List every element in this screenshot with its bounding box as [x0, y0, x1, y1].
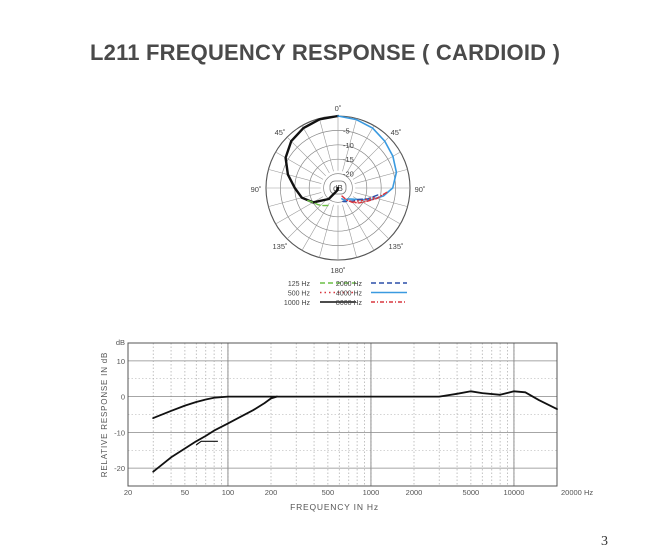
- page-number: 3: [601, 534, 608, 549]
- polar-spoke: [275, 151, 324, 180]
- polar-series-4000hz: [337, 115, 398, 202]
- x-tick-label: 100: [222, 488, 235, 497]
- polar-spoke: [286, 200, 326, 240]
- x-tick-label: 2000: [406, 488, 423, 497]
- polar-spoke: [352, 196, 401, 225]
- y-tick-label: 10: [117, 357, 125, 366]
- polar-spoke: [352, 151, 401, 180]
- response-curve-2: [152, 395, 278, 473]
- polar-spoke: [346, 202, 375, 251]
- polar-ring: [308, 158, 368, 218]
- x-tick-label: 50: [181, 488, 189, 497]
- x-tick-label: 500: [322, 488, 335, 497]
- polar-spoke: [350, 200, 390, 240]
- polar-angle-label: 180˚: [330, 266, 345, 275]
- polar-spoke: [319, 118, 334, 172]
- polar-spoke: [319, 204, 334, 258]
- plot-frame: [127, 342, 558, 487]
- polar-ring-label: -15: [343, 155, 354, 164]
- polar-spoke: [346, 125, 375, 174]
- y-tick-label: -20: [114, 464, 125, 473]
- polar-spoke: [268, 169, 322, 184]
- polar-angle-label: 90˚: [415, 185, 426, 194]
- polar-spoke: [354, 169, 408, 184]
- polar-spoke: [286, 136, 326, 176]
- polar-ring: [294, 144, 382, 232]
- legend-label: 125 Hz: [288, 281, 311, 288]
- legend-label: 4000 Hz: [336, 291, 363, 298]
- polar-center-label: dB: [333, 184, 343, 193]
- polar-ring: [323, 173, 353, 203]
- polar-angle-label: 90˚: [251, 185, 262, 194]
- legend-label: 2000 Hz: [336, 281, 363, 288]
- polar-series-125hz: [304, 199, 329, 207]
- polar-spoke: [342, 118, 357, 172]
- x-tick-label: 20: [124, 488, 132, 497]
- rolloff-marker: [195, 440, 218, 446]
- polar-angle-label: 135˚: [272, 242, 287, 251]
- polar-spoke: [275, 196, 324, 225]
- x-axis-title: FREQUENCY IN Hz: [290, 502, 379, 512]
- polar-spoke: [342, 204, 357, 258]
- y-unit-label: dB: [116, 338, 125, 347]
- polar-spoke: [301, 202, 330, 251]
- polar-spoke: [354, 192, 408, 207]
- polar-angle-label: 0˚: [335, 104, 342, 113]
- polar-ring-label: -10: [343, 141, 354, 150]
- polar-ring-label: -5: [343, 126, 350, 135]
- x-tick-label: 20000 Hz: [561, 488, 593, 497]
- polar-spoke: [301, 125, 330, 174]
- legend-label: 1000 Hz: [284, 300, 311, 307]
- polar-spoke: [350, 136, 390, 176]
- x-tick-label: 10000: [504, 488, 525, 497]
- polar-center-badge: [329, 180, 347, 195]
- page-title: L211 FREQUENCY RESPONSE ( CARDIOID ): [90, 40, 561, 65]
- polar-angle-label: 135˚: [388, 242, 403, 251]
- x-tick-label: 200: [265, 488, 278, 497]
- polar-angle-label: 45˚: [275, 128, 286, 137]
- y-tick-label: 0: [121, 393, 125, 402]
- x-tick-label: 5000: [463, 488, 480, 497]
- x-tick-label: 1000: [363, 488, 380, 497]
- y-axis-title: RELATIVE RESPONSE IN dB: [100, 352, 109, 477]
- polar-series-2000hz: [342, 194, 379, 203]
- polar-series-8000hz: [341, 191, 388, 204]
- polar-angle-label: 45˚: [391, 128, 402, 137]
- polar-series-1000hz: [284, 114, 340, 204]
- y-tick-label: -10: [114, 428, 125, 437]
- response-curve-1: [152, 390, 558, 419]
- polar-ring: [265, 115, 411, 261]
- polar-spoke: [268, 192, 322, 207]
- polar-ring-label: -20: [343, 170, 354, 179]
- polar-series-500hz: [351, 197, 375, 203]
- legend-label: 8000 Hz: [336, 300, 363, 307]
- polar-ring: [280, 130, 396, 246]
- legend-label: 500 Hz: [288, 291, 311, 298]
